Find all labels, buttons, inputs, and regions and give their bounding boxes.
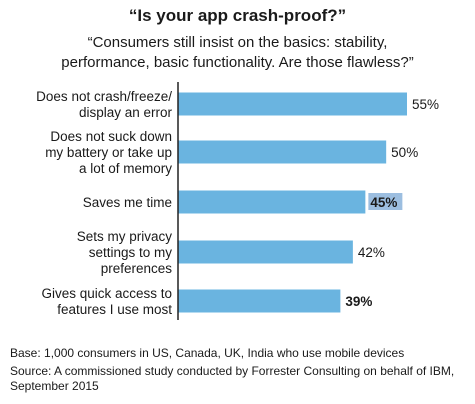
bar-2 xyxy=(178,140,387,164)
category-label-1-line-2: display an error xyxy=(79,105,173,120)
category-label-1-line-1: Does not crash/freeze/ xyxy=(36,89,172,104)
bar-4 xyxy=(178,240,353,264)
chart-subtitle: “Consumers still insist on the basics: s… xyxy=(0,33,475,73)
base-note: Base: 1,000 consumers in US, Canada, UK,… xyxy=(10,346,405,360)
subtitle-line-1: “Consumers still insist on the basics: s… xyxy=(87,34,388,51)
value-label-4: 42% xyxy=(358,245,385,260)
subtitle-line-2: performance, basic functionality. Are th… xyxy=(61,54,414,71)
category-label-4-line-2: settings to my xyxy=(89,245,173,260)
chart-title: “Is your app crash-proof?” xyxy=(128,6,347,25)
category-label-4-line-3: preferences xyxy=(101,261,173,276)
category-label-5-line-1: Gives quick access to xyxy=(41,286,172,301)
category-label-2-line-2: my battery or take up xyxy=(45,145,172,160)
bar-5 xyxy=(178,289,341,313)
source-note: Source: A commissioned study conducted b… xyxy=(10,364,455,393)
value-label-highlight-3 xyxy=(368,193,403,210)
category-label-3-line-1: Saves me time xyxy=(83,195,172,210)
value-label-5: 39% xyxy=(345,294,372,309)
value-label-3: 45% xyxy=(370,195,397,210)
value-label-1: 55% xyxy=(412,97,439,112)
category-label-2-line-3: a lot of memory xyxy=(79,161,172,176)
category-label-4-line-1: Sets my privacy xyxy=(77,229,173,244)
category-label-2-line-1: Does not suck down xyxy=(50,129,172,144)
category-label-5-line-2: features I use most xyxy=(57,302,172,317)
bar-1 xyxy=(178,92,407,116)
value-label-2: 50% xyxy=(391,145,418,160)
bar-3 xyxy=(178,190,366,214)
